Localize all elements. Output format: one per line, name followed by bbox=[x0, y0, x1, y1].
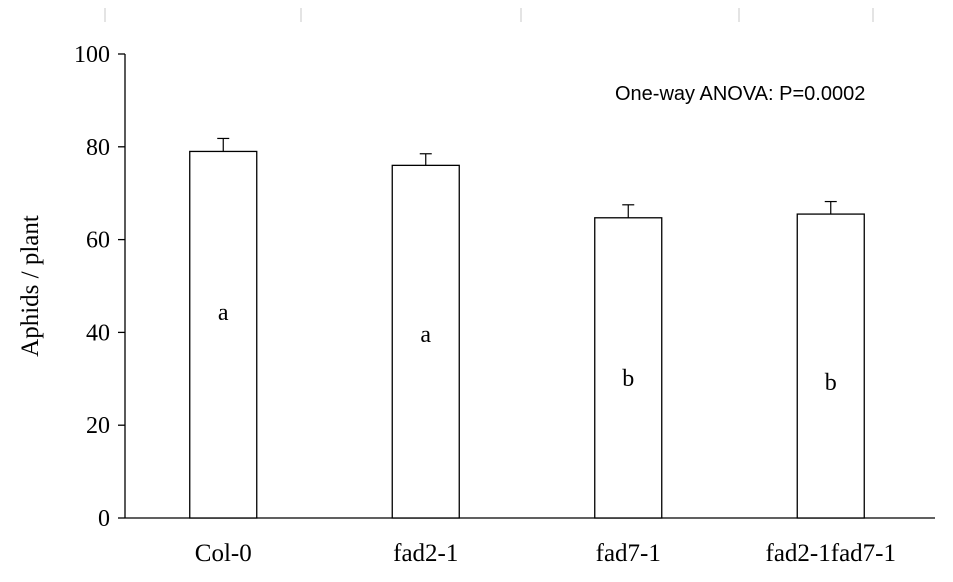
x-tick-label: fad2-1fad7-1 bbox=[766, 540, 897, 567]
bars bbox=[189, 150, 865, 519]
y-tick-label: 40 bbox=[86, 320, 110, 346]
bar-fad2-1fad7-1 bbox=[796, 213, 865, 519]
top-edge-marks bbox=[104, 8, 874, 22]
y-ticks: 0 20 40 60 80 100 bbox=[74, 42, 125, 532]
significance-letters: a a b b bbox=[218, 300, 837, 396]
bar-Col-0 bbox=[189, 150, 258, 519]
y-axis-title: Aphids / plant bbox=[17, 215, 44, 357]
x-tick-label: fad2-1 bbox=[393, 540, 458, 567]
x-tick-label: Col-0 bbox=[195, 540, 252, 567]
significance-letter: b bbox=[825, 370, 837, 396]
bar-fad7-1 bbox=[594, 217, 663, 519]
y-tick-label: 100 bbox=[74, 42, 110, 68]
y-tick-label: 80 bbox=[86, 135, 110, 161]
y-tick-label: 0 bbox=[98, 506, 110, 532]
error-bars bbox=[217, 137, 837, 218]
y-tick-label: 20 bbox=[86, 413, 110, 439]
x-tick-labels: Col-0 fad2-1 fad7-1 fad2-1fad7-1 bbox=[195, 540, 896, 567]
significance-letter: a bbox=[420, 322, 431, 348]
bar-fad2-1 bbox=[391, 164, 460, 519]
x-tick-label: fad7-1 bbox=[596, 540, 661, 567]
significance-letter: b bbox=[622, 366, 634, 392]
significance-letter: a bbox=[218, 300, 229, 326]
y-tick-label: 60 bbox=[86, 228, 110, 254]
anova-annotation: One-way ANOVA: P=0.0002 bbox=[615, 83, 865, 105]
